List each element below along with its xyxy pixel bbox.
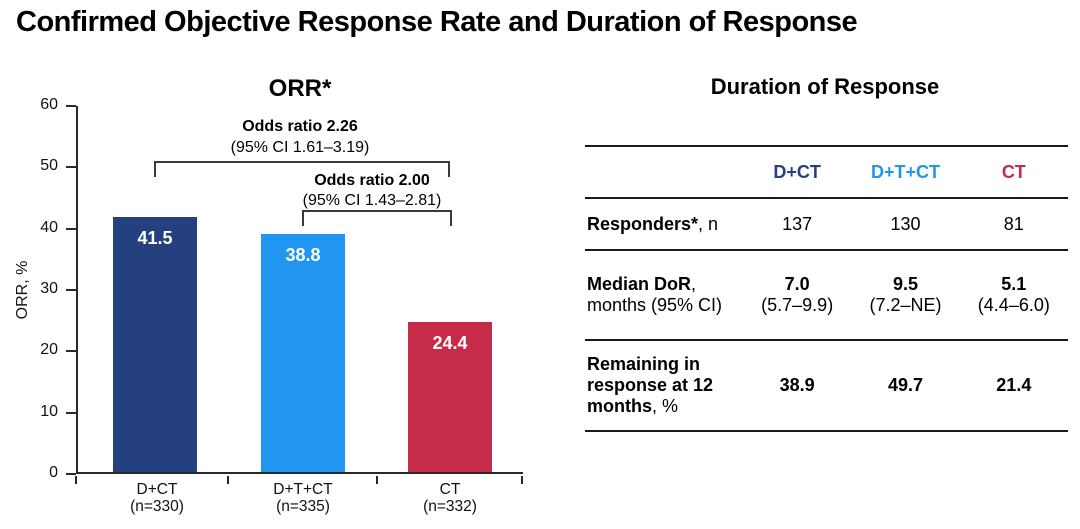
- bar-d-t-ct: 38.8: [261, 234, 345, 472]
- comparison-bracket-1: [154, 161, 450, 177]
- dor-table: D+CT D+T+CT CT Responders*, n 137 130 81…: [585, 145, 1068, 432]
- page-title: Confirmed Objective Response Rate and Du…: [16, 6, 858, 38]
- cell-value: 38.9: [779, 375, 815, 395]
- x-tick: [75, 476, 77, 484]
- y-tick-label: 0: [49, 464, 58, 481]
- comparison-bracket-2: [302, 210, 452, 226]
- category-n: (n=332): [423, 498, 477, 515]
- row-label-bold: Responders*: [587, 213, 699, 234]
- y-tick-label: 20: [40, 341, 58, 358]
- row-label-bold: Median DoR: [587, 274, 692, 294]
- category-n: (n=335): [276, 498, 330, 515]
- chart-title: ORR*: [268, 75, 332, 102]
- table-header-row: D+CT D+T+CT CT: [585, 147, 1068, 199]
- row-label-bold: Remaining in response at 12 months: [587, 354, 714, 416]
- header-d-t-ct: D+T+CT: [870, 161, 940, 182]
- odds-ratio-2-label: Odds ratio 2.00: [314, 172, 430, 189]
- odds-ratio-1-ci: (95% CI 1.61–3.19): [230, 139, 370, 156]
- row-label-rest: , %: [652, 396, 679, 416]
- y-axis-title: ORR, %: [14, 260, 31, 320]
- bar-value-label: 41.5: [137, 228, 173, 248]
- row-label: Responders*, n: [585, 214, 743, 235]
- bar-d-ct: 41.5: [113, 217, 197, 472]
- table-row-remaining: Remaining in response at 12 months, % 38…: [585, 341, 1068, 432]
- header-ct: CT: [1001, 161, 1026, 182]
- x-category-label: D+CT (n=330): [97, 481, 217, 515]
- y-tick-label: 40: [40, 219, 58, 236]
- bar-value-label: 38.8: [285, 245, 321, 265]
- y-tick: [66, 350, 76, 352]
- cell-main: 9.5: [892, 274, 918, 294]
- category-name: CT: [439, 481, 461, 498]
- row-label-comma: ,: [691, 274, 697, 294]
- category-name: D+CT: [136, 481, 178, 498]
- cell-ci: (4.4–6.0): [977, 295, 1050, 315]
- bar-value-label: 24.4: [432, 333, 468, 353]
- odds-ratio-1-label: Odds ratio 2.26: [242, 118, 358, 135]
- row-label-rest: , n: [698, 213, 719, 234]
- cell-main: 7.0: [784, 274, 810, 294]
- odds-ratio-2-ci: (95% CI 1.43–2.81): [302, 192, 442, 209]
- cell-value: 21.4: [996, 375, 1032, 395]
- row-label: Remaining in response at 12 months, %: [585, 354, 743, 417]
- cell-value: 137: [782, 213, 813, 234]
- x-tick: [376, 476, 378, 484]
- cell-value: 5.1 (4.4–6.0): [960, 274, 1068, 316]
- header-d-ct: D+CT: [773, 161, 821, 182]
- row-label: Median DoR, months (95% CI): [585, 274, 743, 316]
- table-row-median-dor: Median DoR, months (95% CI) 7.0 (5.7–9.9) …: [585, 251, 1068, 341]
- cell-value: 7.0 (5.7–9.9): [743, 274, 851, 316]
- y-tick: [66, 105, 76, 107]
- cell-main: 5.1: [1001, 274, 1027, 294]
- cell-value: 81: [1003, 213, 1024, 234]
- y-tick-label: 10: [40, 403, 58, 420]
- x-category-label: CT (n=332): [390, 481, 510, 515]
- bar-ct: 24.4: [408, 322, 492, 472]
- y-tick: [66, 166, 76, 168]
- y-tick: [66, 473, 76, 475]
- category-name: D+T+CT: [273, 481, 333, 498]
- y-tick: [66, 228, 76, 230]
- plot-area: 41.5 38.8 24.4: [76, 106, 523, 474]
- cell-ci: (7.2–NE): [869, 295, 942, 315]
- row-label-sub: months (95% CI): [587, 295, 723, 315]
- x-category-label: D+T+CT (n=335): [243, 481, 363, 515]
- cell-value: 49.7: [887, 375, 924, 395]
- table-row-responders: Responders*, n 137 130 81: [585, 199, 1068, 251]
- cell-value: 130: [890, 213, 921, 234]
- cell-ci: (5.7–9.9): [761, 295, 834, 315]
- x-tick: [227, 476, 229, 484]
- y-tick: [66, 289, 76, 291]
- y-tick-label: 50: [40, 157, 58, 174]
- category-n: (n=330): [130, 498, 184, 515]
- x-tick: [521, 476, 523, 484]
- y-tick-label: 30: [40, 280, 58, 297]
- y-tick: [66, 412, 76, 414]
- cell-value: 9.5 (7.2–NE): [851, 274, 959, 316]
- orr-bar-chart: ORR* Odds ratio 2.26 (95% CI 1.61–3.19) …: [0, 60, 545, 529]
- dor-table-title: Duration of Response: [710, 74, 940, 99]
- y-tick-label: 60: [40, 96, 58, 113]
